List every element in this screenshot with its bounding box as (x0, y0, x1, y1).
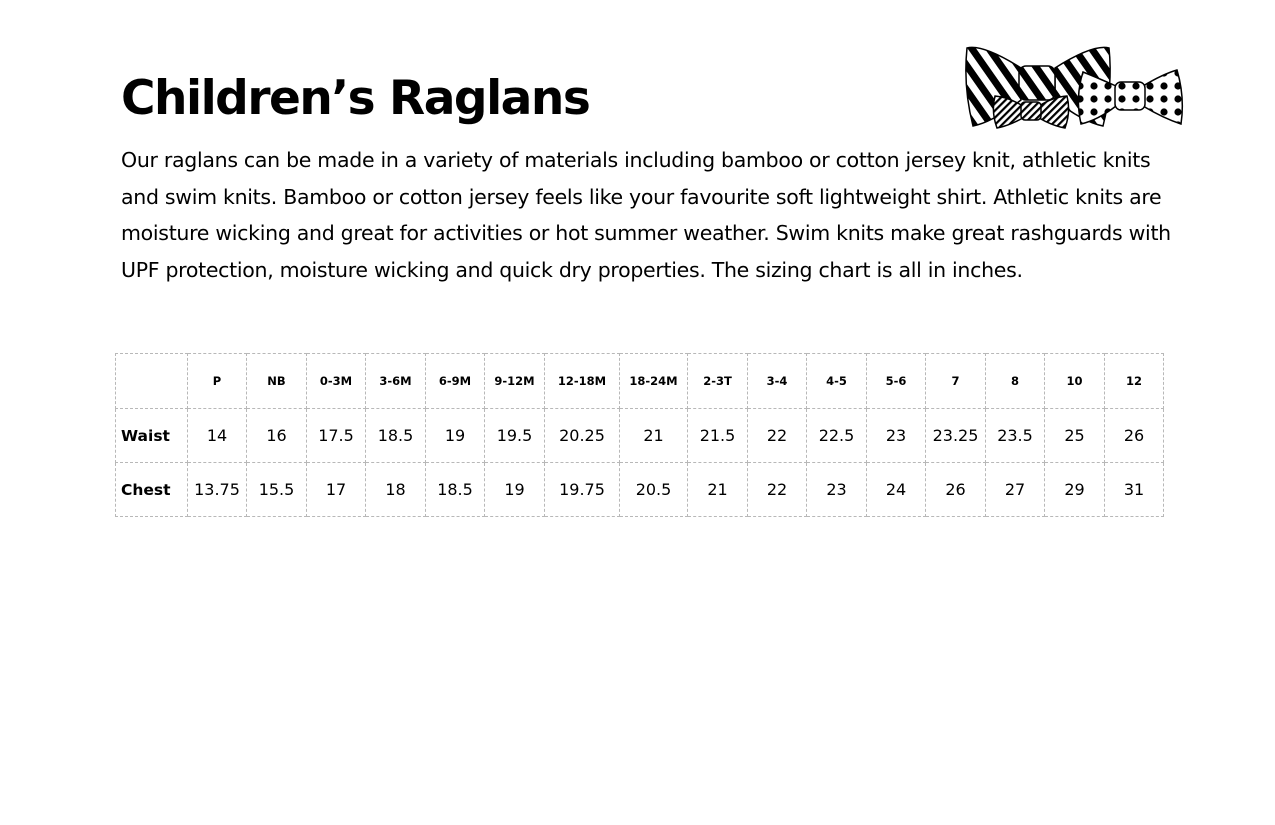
measurement-cell: 20.5 (619, 462, 688, 517)
measurement-cell: 31 (1104, 462, 1164, 517)
table-row: Chest 13.75 15.5 17 18 18.5 19 19.75 20.5 21 22 23… (115, 462, 1164, 517)
measurement-cell: 15.5 (246, 462, 307, 517)
column-header: P (187, 353, 247, 409)
measurement-cell: 18.5 (425, 462, 485, 517)
measurement-cell: 23 (866, 408, 926, 463)
column-header: 12 (1104, 353, 1164, 409)
measurement-cell: 21 (687, 462, 748, 517)
measurement-cell: 18 (365, 462, 426, 517)
column-header: 2-3T (687, 353, 748, 409)
measurement-cell: 19 (425, 408, 485, 463)
column-header: 10 (1044, 353, 1105, 409)
size-chart-table: P NB 0-3M 3-6M 6-9M 9-12M 12-18M 18-24M 2-3T 3-4 4… (115, 353, 1164, 517)
measurement-cell: 21 (619, 408, 688, 463)
measurement-cell: 20.25 (544, 408, 620, 463)
row-label: Waist (115, 408, 188, 463)
measurement-cell: 22 (747, 408, 807, 463)
page-title: Children’s Raglans (121, 71, 591, 126)
measurement-cell: 21.5 (687, 408, 748, 463)
measurement-cell: 26 (925, 462, 986, 517)
column-header: 0-3M (306, 353, 366, 409)
column-header: 9-12M (484, 353, 545, 409)
measurement-cell: 25 (1044, 408, 1105, 463)
measurement-cell: 13.75 (187, 462, 247, 517)
measurement-cell: 22 (747, 462, 807, 517)
measurement-cell: 27 (985, 462, 1045, 517)
measurement-cell: 26 (1104, 408, 1164, 463)
row-label: Chest (115, 462, 188, 517)
measurement-cell: 18.5 (365, 408, 426, 463)
measurement-cell: 16 (246, 408, 307, 463)
measurement-cell: 19.75 (544, 462, 620, 517)
measurement-cell: 19.5 (484, 408, 545, 463)
column-header: 5-6 (866, 353, 926, 409)
measurement-cell: 17 (306, 462, 366, 517)
column-header: 3-6M (365, 353, 426, 409)
measurement-cell: 19 (484, 462, 545, 517)
column-header: 18-24M (619, 353, 688, 409)
measurement-cell: 29 (1044, 462, 1105, 517)
measurement-cell: 23 (806, 462, 867, 517)
measurement-cell: 22.5 (806, 408, 867, 463)
header-corner-cell (115, 353, 188, 409)
bow-ties-icon (965, 46, 1184, 129)
measurement-cell: 23.25 (925, 408, 986, 463)
intro-paragraph: Our raglans can be made in a variety of … (121, 148, 1171, 282)
measurement-cell: 14 (187, 408, 247, 463)
column-header: 6-9M (425, 353, 485, 409)
column-header: 3-4 (747, 353, 807, 409)
column-header: 7 (925, 353, 986, 409)
column-header: 12-18M (544, 353, 620, 409)
measurement-cell: 24 (866, 462, 926, 517)
column-header: 4-5 (806, 353, 867, 409)
column-header: 8 (985, 353, 1045, 409)
column-header: NB (246, 353, 307, 409)
table-header-row: P NB 0-3M 3-6M 6-9M 9-12M 12-18M 18-24M 2-3T 3-4 4… (115, 353, 1164, 409)
table-row: Waist 14 16 17.5 18.5 19 19.5 20.25 21 21.5 22 22.… (115, 408, 1164, 463)
measurement-cell: 23.5 (985, 408, 1045, 463)
measurement-cell: 17.5 (306, 408, 366, 463)
